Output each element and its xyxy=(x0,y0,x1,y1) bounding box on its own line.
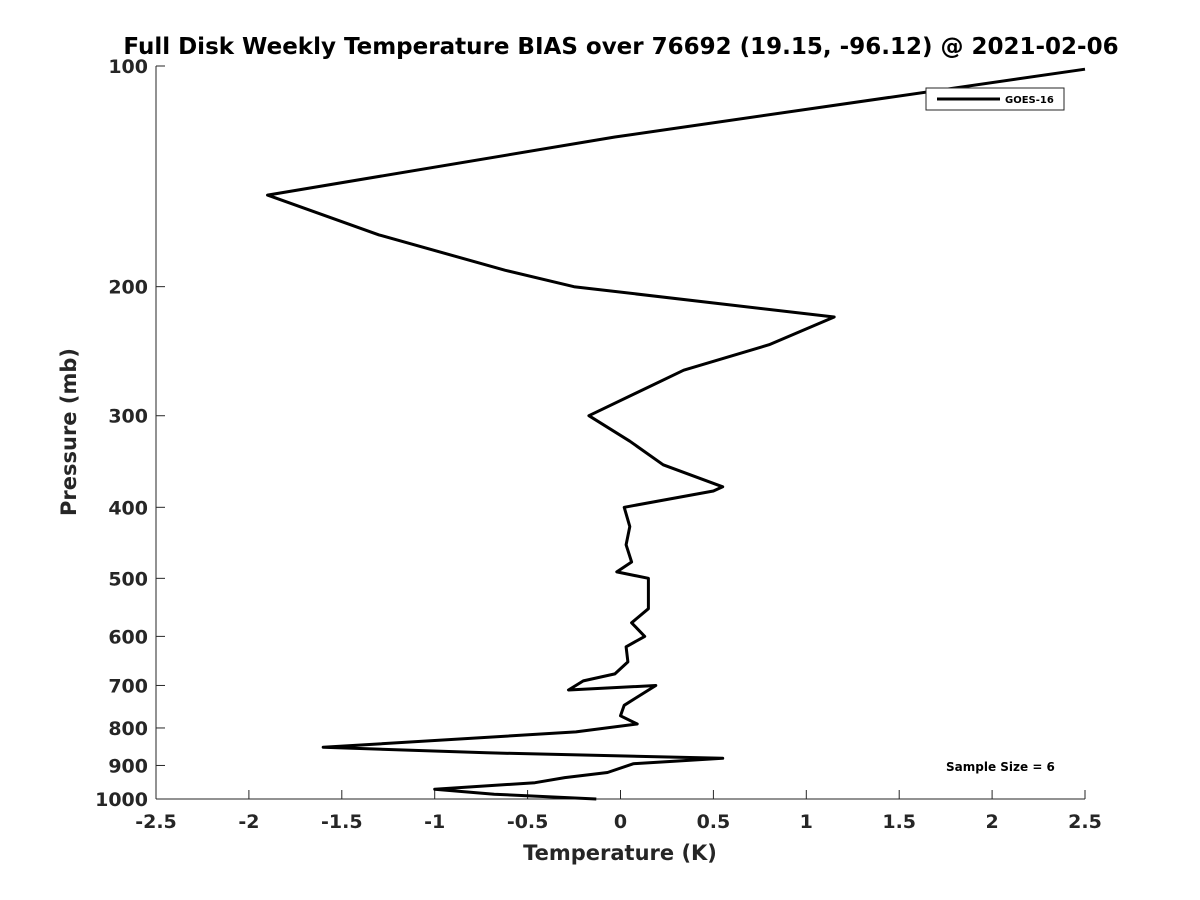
x-tick-label: 0.5 xyxy=(697,811,731,833)
sample-size-annotation: Sample Size = 6 xyxy=(946,760,1055,774)
x-tick-label: 2.5 xyxy=(1068,811,1102,833)
y-axis-ticks: 100 200 300 400 500 600 700 800 900 1000 xyxy=(95,56,165,811)
x-tick-label: -0.5 xyxy=(507,811,549,833)
plot-area xyxy=(156,66,1085,799)
y-tick-label: 200 xyxy=(108,277,148,299)
legend: GOES-16 xyxy=(925,87,1065,111)
y-tick-label: 300 xyxy=(108,406,148,428)
x-tick-label: 2 xyxy=(985,811,998,833)
legend-entry-goes-16: GOES-16 xyxy=(1005,95,1054,106)
x-tick-label: -1.5 xyxy=(321,811,363,833)
x-tick-label: -2 xyxy=(238,811,259,833)
y-tick-label: 600 xyxy=(108,626,148,648)
y-tick-label: 700 xyxy=(108,675,148,697)
y-tick-label: 400 xyxy=(108,497,148,519)
x-axis-ticks: -2.5 -2 -1.5 -1 -0.5 0 0.5 1 1.5 2 2.5 xyxy=(135,790,1102,833)
y-tick-label: 500 xyxy=(108,568,148,590)
y-tick-label: 900 xyxy=(108,755,148,777)
x-tick-label: -1 xyxy=(424,811,445,833)
x-tick-label: -2.5 xyxy=(135,811,177,833)
x-tick-label: 1 xyxy=(800,811,813,833)
x-axis-label: Temperature (K) xyxy=(523,841,717,865)
y-tick-label: 1000 xyxy=(95,789,148,811)
x-tick-label: 1.5 xyxy=(882,811,916,833)
y-tick-label: 800 xyxy=(108,718,148,740)
chart-title: Full Disk Weekly Temperature BIAS over 7… xyxy=(123,34,1118,60)
y-axis-label: Pressure (mb) xyxy=(57,348,81,516)
y-tick-label: 100 xyxy=(108,56,148,78)
goes-16-series-line xyxy=(266,67,1086,801)
x-tick-label: 0 xyxy=(614,811,627,833)
